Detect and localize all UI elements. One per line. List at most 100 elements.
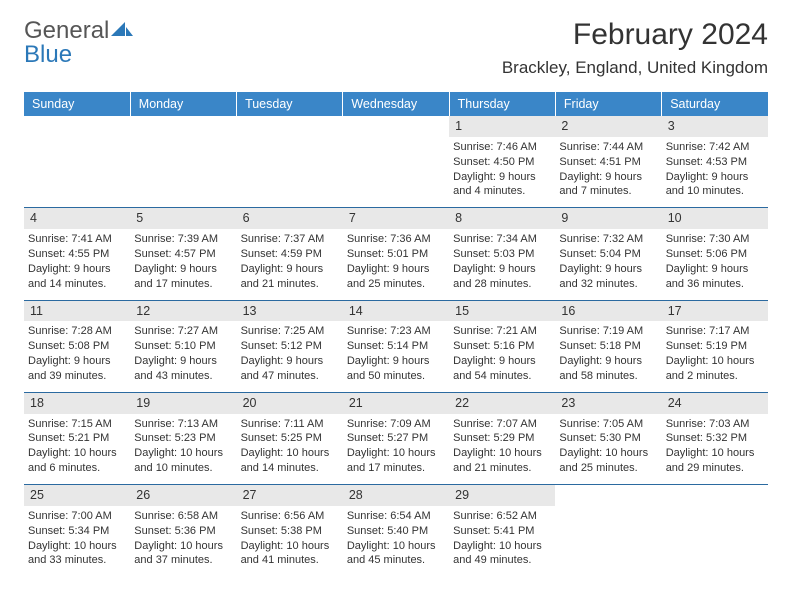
sunrise-line: Sunrise: 7:30 AM [666, 232, 764, 247]
daylight-line: Daylight: 9 hours [559, 354, 657, 369]
daylight-line: Daylight: 10 hours [134, 539, 232, 554]
brand-text: General Blue [24, 18, 133, 67]
daylight-line: and 14 minutes. [28, 277, 126, 292]
day-number: 14 [343, 301, 449, 322]
day-number: 18 [24, 393, 130, 414]
day-number: 13 [237, 301, 343, 322]
day-number: 25 [24, 485, 130, 506]
daylight-line: and 29 minutes. [666, 461, 764, 476]
calendar-day-cell: 12Sunrise: 7:27 AMSunset: 5:10 PMDayligh… [130, 300, 236, 392]
sunrise-line: Sunrise: 7:32 AM [559, 232, 657, 247]
day-number: 5 [130, 208, 236, 229]
calendar-day-cell: 4Sunrise: 7:41 AMSunset: 4:55 PMDaylight… [24, 208, 130, 300]
daylight-line: and 21 minutes. [453, 461, 551, 476]
daylight-line: and 50 minutes. [347, 369, 445, 384]
day-number: 29 [449, 485, 555, 506]
sunrise-line: Sunrise: 7:37 AM [241, 232, 339, 247]
weekday-header: Sunday [24, 92, 130, 116]
sunset-line: Sunset: 5:16 PM [453, 339, 551, 354]
day-number: 17 [662, 301, 768, 322]
sunrise-line: Sunrise: 7:11 AM [241, 417, 339, 432]
daylight-line: Daylight: 9 hours [559, 262, 657, 277]
sunrise-line: Sunrise: 7:07 AM [453, 417, 551, 432]
daylight-line: and 36 minutes. [666, 277, 764, 292]
daylight-line: Daylight: 9 hours [453, 262, 551, 277]
sunrise-line: Sunrise: 7:36 AM [347, 232, 445, 247]
daylight-line: and 39 minutes. [28, 369, 126, 384]
calendar-page: General Blue February 2024 Brackley, Eng… [0, 0, 792, 612]
daylight-line: and 7 minutes. [559, 184, 657, 199]
location-title: Brackley, England, United Kingdom [502, 58, 768, 78]
daylight-line: Daylight: 10 hours [134, 446, 232, 461]
daylight-line: and 37 minutes. [134, 553, 232, 568]
sunrise-line: Sunrise: 6:52 AM [453, 509, 551, 524]
sunrise-line: Sunrise: 7:05 AM [559, 417, 657, 432]
daylight-line: Daylight: 9 hours [666, 262, 764, 277]
day-number: 2 [555, 116, 661, 137]
daylight-line: and 28 minutes. [453, 277, 551, 292]
daylight-line: and 17 minutes. [134, 277, 232, 292]
sunrise-line: Sunrise: 6:56 AM [241, 509, 339, 524]
calendar-day-cell: 18Sunrise: 7:15 AMSunset: 5:21 PMDayligh… [24, 392, 130, 484]
calendar-day-cell: 28Sunrise: 6:54 AMSunset: 5:40 PMDayligh… [343, 485, 449, 577]
sunrise-line: Sunrise: 7:42 AM [666, 140, 764, 155]
daylight-line: Daylight: 9 hours [134, 262, 232, 277]
sunrise-line: Sunrise: 7:09 AM [347, 417, 445, 432]
sunset-line: Sunset: 5:19 PM [666, 339, 764, 354]
sunset-line: Sunset: 5:41 PM [453, 524, 551, 539]
calendar-day-cell: 1Sunrise: 7:46 AMSunset: 4:50 PMDaylight… [449, 116, 555, 208]
sunset-line: Sunset: 5:21 PM [28, 431, 126, 446]
daylight-line: and 41 minutes. [241, 553, 339, 568]
calendar-empty-cell [555, 485, 661, 577]
daylight-line: Daylight: 10 hours [241, 539, 339, 554]
calendar-day-cell: 13 Sunrise: 7:25 AMSunset: 5:12 PMDayligh… [237, 300, 343, 392]
weekday-header: Saturday [662, 92, 768, 116]
sunset-line: Sunset: 5:23 PM [134, 431, 232, 446]
daylight-line: Daylight: 10 hours [453, 539, 551, 554]
daylight-line: and 25 minutes. [347, 277, 445, 292]
calendar-day-cell: 21Sunrise: 7:09 AMSunset: 5:27 PMDayligh… [343, 392, 449, 484]
day-number: 16 [555, 301, 661, 322]
daylight-line: and 45 minutes. [347, 553, 445, 568]
weekday-header: Friday [555, 92, 661, 116]
calendar-empty-cell [130, 116, 236, 208]
calendar-day-cell: 23Sunrise: 7:05 AMSunset: 5:30 PMDayligh… [555, 392, 661, 484]
calendar-day-cell: 16Sunrise: 7:19 AMSunset: 5:18 PMDayligh… [555, 300, 661, 392]
sunrise-line: Sunrise: 7:34 AM [453, 232, 551, 247]
day-number: 15 [449, 301, 555, 322]
daylight-line: Daylight: 10 hours [666, 446, 764, 461]
day-number: 23 [555, 393, 661, 414]
daylight-line: and 4 minutes. [453, 184, 551, 199]
calendar-empty-cell [343, 116, 449, 208]
daylight-line: Daylight: 9 hours [241, 354, 339, 369]
calendar-day-cell: 11Sunrise: 7:28 AMSunset: 5:08 PMDayligh… [24, 300, 130, 392]
sunset-line: Sunset: 5:38 PM [241, 524, 339, 539]
day-number: 3 [662, 116, 768, 137]
daylight-line: Daylight: 9 hours [666, 170, 764, 185]
calendar-day-cell: 19Sunrise: 7:13 AMSunset: 5:23 PMDayligh… [130, 392, 236, 484]
daylight-line: Daylight: 9 hours [559, 170, 657, 185]
calendar-day-cell: 17Sunrise: 7:17 AMSunset: 5:19 PMDayligh… [662, 300, 768, 392]
sunrise-line: Sunrise: 7:28 AM [28, 324, 126, 339]
calendar-day-cell: 20Sunrise: 7:11 AMSunset: 5:25 PMDayligh… [237, 392, 343, 484]
sunset-line: Sunset: 4:51 PM [559, 155, 657, 170]
sunrise-line: Sunrise: 7:39 AM [134, 232, 232, 247]
sunrise-line: Sunrise: 7:13 AM [134, 417, 232, 432]
calendar-week-row: 4Sunrise: 7:41 AMSunset: 4:55 PMDaylight… [24, 208, 768, 300]
sunset-line: Sunset: 5:36 PM [134, 524, 232, 539]
sunrise-line: Sunrise: 7:25 AM [241, 324, 339, 339]
day-number: 27 [237, 485, 343, 506]
daylight-line: Daylight: 10 hours [559, 446, 657, 461]
sunrise-line: Sunrise: 7:23 AM [347, 324, 445, 339]
sunset-line: Sunset: 5:14 PM [347, 339, 445, 354]
calendar-day-cell: 2Sunrise: 7:44 AMSunset: 4:51 PMDaylight… [555, 116, 661, 208]
calendar-week-row: 25Sunrise: 7:00 AMSunset: 5:34 PMDayligh… [24, 485, 768, 577]
calendar-day-cell: 15Sunrise: 7:21 AMSunset: 5:16 PMDayligh… [449, 300, 555, 392]
sunrise-line: Sunrise: 7:03 AM [666, 417, 764, 432]
sunset-line: Sunset: 5:12 PM [241, 339, 339, 354]
month-title: February 2024 [502, 18, 768, 52]
daylight-line: Daylight: 9 hours [241, 262, 339, 277]
sunset-line: Sunset: 4:57 PM [134, 247, 232, 262]
daylight-line: and 2 minutes. [666, 369, 764, 384]
daylight-line: and 21 minutes. [241, 277, 339, 292]
